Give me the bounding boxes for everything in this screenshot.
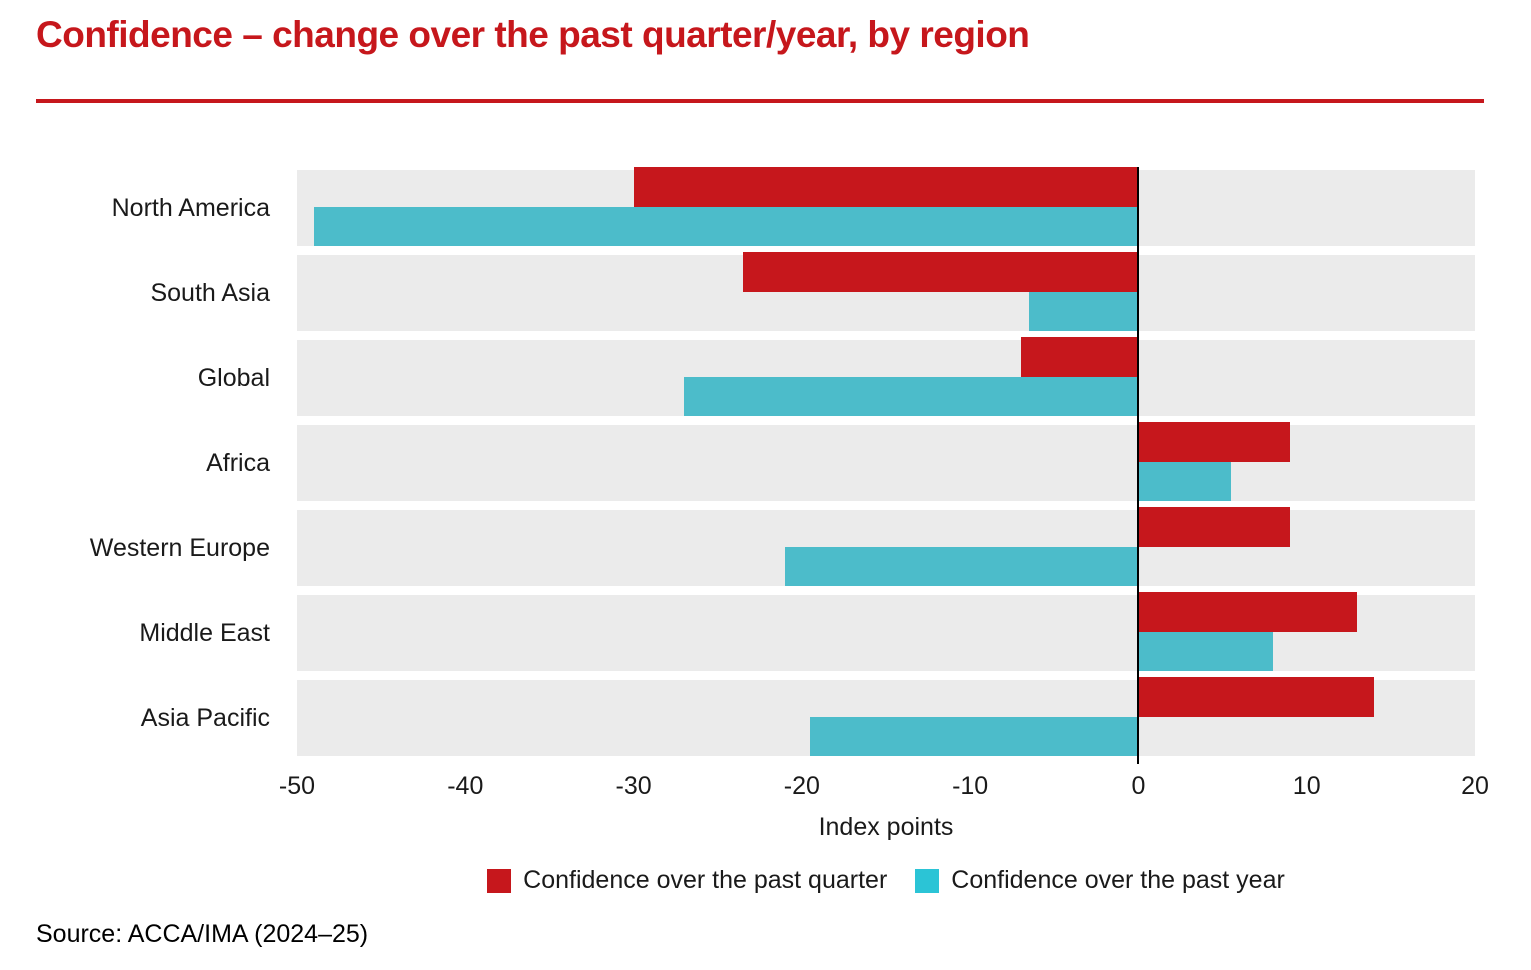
x-tick-label: 10 (1292, 772, 1321, 800)
quarter-bar (1138, 592, 1358, 632)
category-label: Western Europe (89, 534, 270, 562)
bar-chart-plot-area: North America South Asia Global Africa Weste… (0, 166, 1531, 761)
quarter-bar (742, 252, 1139, 292)
quarter-bar (1138, 422, 1290, 462)
legend-item-year: Confidence over the past year (915, 866, 1285, 895)
x-tick-label: -10 (952, 772, 989, 800)
legend-label: Confidence over the past quarter (523, 866, 888, 894)
bar-row: Asia Pacific (0, 676, 1531, 761)
year-bar (785, 547, 1139, 586)
source-note: Source: ACCA/IMA (2024–25) (36, 920, 369, 948)
x-tick-label: -50 (278, 772, 316, 800)
x-tick-label: -30 (615, 772, 652, 800)
bar-row: Western Europe (0, 506, 1531, 591)
x-tick-label: 0 (1131, 772, 1146, 800)
legend-label: Confidence over the past year (951, 866, 1285, 894)
bar-row: Africa (0, 421, 1531, 506)
legend-swatch (915, 868, 940, 893)
x-tick-label: -20 (783, 772, 820, 800)
x-tick-label: 20 (1461, 772, 1489, 800)
x-axis: -50 -40 -30 -20 -10 0 10 20 (0, 772, 1531, 802)
bar-row: South Asia (0, 251, 1531, 336)
year-bar (1138, 462, 1231, 501)
category-label: Africa (206, 449, 270, 477)
chart-legend: Confidence over the past quarter Confiden… (297, 866, 1475, 895)
x-axis-title: Index points (818, 813, 954, 841)
title-underline (36, 99, 1484, 103)
legend-item-quarter: Confidence over the past quarter (487, 866, 887, 895)
zero-axis-line (1137, 167, 1139, 764)
year-bar (1029, 292, 1139, 331)
year-bar (1138, 632, 1274, 671)
legend-swatch (487, 868, 512, 893)
category-label: North America (111, 194, 270, 222)
x-tick-label: -40 (447, 772, 484, 800)
category-label: South Asia (150, 279, 270, 307)
quarter-bar (633, 167, 1139, 207)
bar-row: Middle East (0, 591, 1531, 676)
quarter-bar (1138, 507, 1290, 547)
quarter-bar (1020, 337, 1139, 377)
year-bar (684, 377, 1139, 416)
quarter-bar (1138, 677, 1375, 717)
year-bar (313, 207, 1139, 246)
page-title: Confidence – change over the past quarte… (36, 14, 1030, 55)
year-bar (810, 717, 1139, 756)
category-label: Middle East (139, 619, 270, 647)
bar-row: North America (0, 166, 1531, 251)
category-label: Global (197, 364, 270, 392)
bar-row: Global (0, 336, 1531, 421)
category-label: Asia Pacific (140, 704, 270, 732)
row-band (297, 425, 1475, 501)
